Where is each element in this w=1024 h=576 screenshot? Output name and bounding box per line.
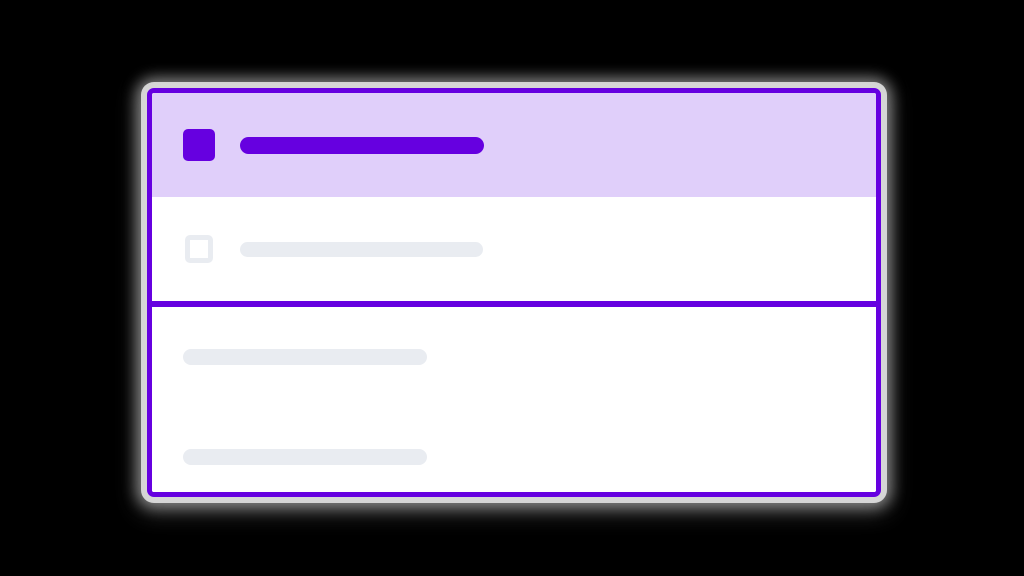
checkbox-unchecked-icon[interactable] bbox=[185, 235, 213, 263]
title-skeleton-bar bbox=[240, 136, 484, 154]
label-skeleton-bar bbox=[240, 241, 483, 257]
wireframe-card bbox=[147, 88, 881, 497]
content-skeleton-bar-2 bbox=[183, 449, 427, 465]
card-body bbox=[152, 307, 876, 492]
checkbox-row[interactable] bbox=[152, 197, 876, 301]
section-divider bbox=[152, 301, 876, 307]
square-app-icon[interactable] bbox=[183, 129, 215, 161]
content-skeleton-bar-1 bbox=[183, 349, 427, 365]
card-header bbox=[152, 93, 876, 197]
